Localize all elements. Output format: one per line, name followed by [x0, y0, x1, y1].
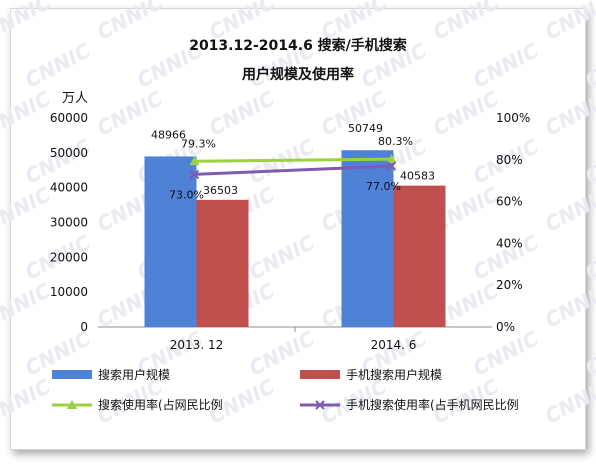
legend-label-search-rate: 搜索使用率(占网民比例	[98, 397, 223, 412]
x-tick-label: 2014. 6	[371, 338, 417, 352]
bar-mobile-search-users	[393, 185, 446, 327]
legend-marker-mobile-search-rate	[315, 400, 325, 410]
y2-tick-label: 20%	[496, 278, 523, 292]
watermark-text: CNNIC	[581, 38, 596, 92]
legend-label-search-users: 搜索用户规模	[98, 367, 170, 382]
watermark-text: CNNIC	[0, 0, 55, 44]
y2-tick-label: 60%	[496, 195, 523, 209]
chart-frame	[10, 8, 586, 450]
legend-marker-search-rate	[67, 400, 77, 409]
bar-value-label: 50749	[348, 122, 383, 135]
point-search-rate	[386, 154, 397, 164]
legend-swatch-search-users	[52, 370, 92, 379]
line-search-rate	[194, 157, 392, 163]
bar-search-users	[144, 156, 197, 327]
y2-tick-label: 40%	[496, 236, 523, 250]
line-value-label: 77.0%	[366, 180, 401, 193]
watermark-text: CNNIC	[541, 86, 596, 140]
watermark-text: CNNIC	[581, 326, 596, 380]
x-axis: 2013. 12 2014. 6	[170, 327, 417, 352]
watermark-text: CNNIC	[93, 0, 167, 44]
bar-series-group	[144, 150, 446, 327]
point-mobile-search-rate	[386, 161, 397, 171]
y-tick-label: 40000	[50, 181, 88, 195]
watermark-text: CNNIC	[429, 86, 503, 140]
legend: 搜索用户规模 手机搜索用户规模 搜索使用率(占网民比例 手机搜索使用率(占手机网…	[52, 367, 519, 412]
line-value-label: 73.0%	[169, 188, 204, 201]
watermark-text: CNNIC	[541, 0, 596, 44]
watermark-text: CNNIC	[581, 134, 596, 188]
y2-tick-label: 80%	[496, 153, 523, 167]
legend-label-mobile-search-users: 手机搜索用户规模	[346, 367, 442, 382]
point-mobile-search-rate	[189, 169, 200, 180]
y2-tick-label: 0%	[496, 320, 515, 334]
watermark-text: CNNIC	[0, 374, 55, 428]
watermark-text: CNNIC	[469, 38, 543, 92]
bar-value-label: 48966	[151, 128, 186, 141]
bar-mobile-search-users	[196, 199, 249, 327]
data-label-group: 48966 36503 50749 40583 79.3% 80.3% 73.0% 77.0%	[151, 122, 435, 201]
watermark-text: CNNIC	[581, 230, 596, 284]
watermark-text: CNNIC	[429, 0, 503, 44]
watermark-text: CNNIC	[469, 326, 543, 380]
y-tick-label: 10000	[50, 285, 88, 299]
line-value-label: 80.3%	[378, 135, 413, 148]
line-value-label: 79.3%	[181, 137, 216, 150]
y-tick-label: 20000	[50, 250, 88, 264]
watermark-text: CNNIC	[541, 182, 596, 236]
line-mobile-search-rate	[194, 164, 392, 176]
y-tick-label: 0	[80, 320, 88, 334]
watermark-text: CNNIC	[245, 230, 319, 284]
chart-title: 2013.12-2014.6 搜索/手机搜索	[189, 37, 407, 54]
watermark-text: CNNIC	[0, 86, 55, 140]
watermark-text: CNNIC	[21, 38, 95, 92]
point-search-rate	[189, 156, 200, 166]
watermark-text: CNNIC	[541, 278, 596, 332]
bar-value-label: 40583	[400, 170, 435, 183]
legend-label-mobile-search-rate: 手机搜索使用率(占手机网民比例	[346, 397, 519, 412]
y-tick-label: 30000	[50, 216, 88, 230]
y-axis-right: 0% 20% 40% 60% 80% 100%	[496, 111, 530, 334]
y-tick-label: 50000	[50, 146, 88, 160]
y-axis-unit-label: 万人	[62, 91, 88, 106]
chart-subtitle: 用户规模及使用率	[242, 66, 354, 83]
watermark-text: CNNIC	[205, 86, 279, 140]
y-tick-label: 60000	[50, 111, 88, 125]
line-series-group	[189, 154, 397, 180]
watermark-text: CNNIC	[0, 278, 55, 332]
bar-value-label: 36503	[203, 184, 238, 197]
bar-search-users	[341, 150, 394, 327]
watermark-text: CNNIC	[0, 182, 55, 236]
watermark-text: CNNIC	[541, 374, 596, 428]
y-axis-left: 0 10000 20000 30000 40000 50000 60000	[50, 111, 88, 334]
x-tick-label: 2013. 12	[170, 338, 223, 352]
legend-swatch-mobile-search-users	[300, 370, 340, 379]
y2-tick-label: 100%	[496, 111, 530, 125]
